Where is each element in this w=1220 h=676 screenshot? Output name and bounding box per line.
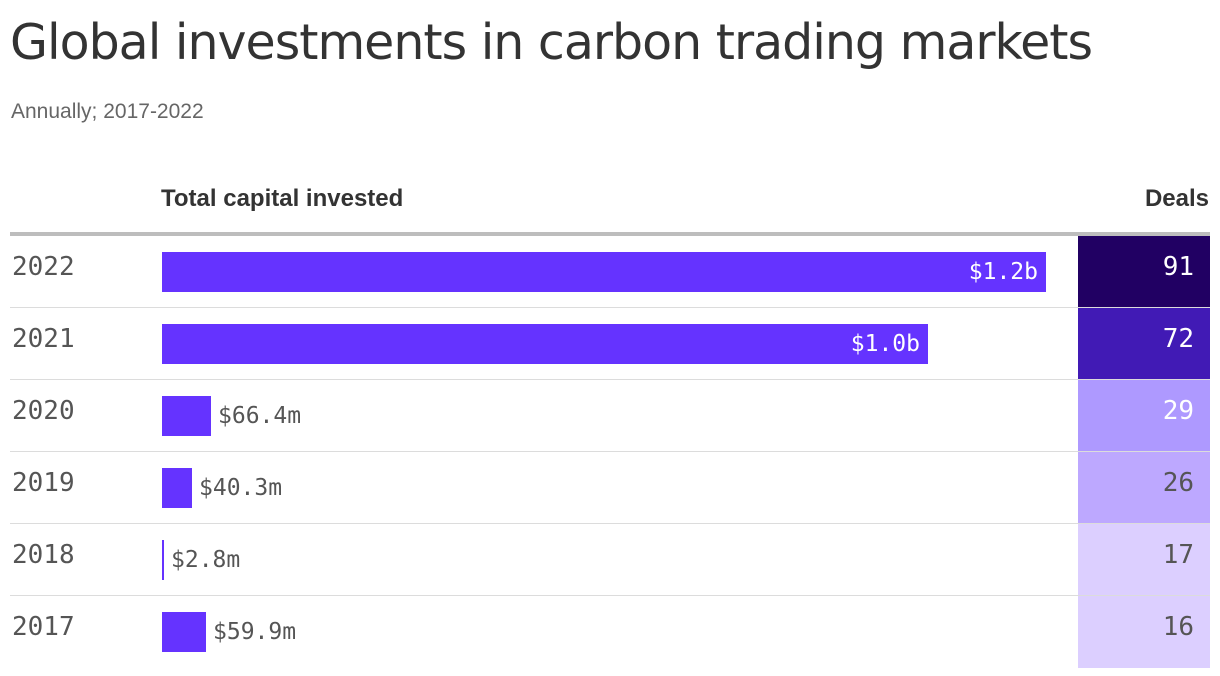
table-row: 2019 $40.3m 26 bbox=[10, 452, 1210, 524]
header-rule bbox=[10, 232, 1210, 236]
deals-value: 17 bbox=[1162, 540, 1194, 570]
deals-cell: 26 bbox=[1078, 452, 1210, 523]
year-label: 2018 bbox=[12, 540, 75, 570]
capital-column-header: Total capital invested bbox=[161, 185, 404, 212]
capital-value-label: $59.9m bbox=[213, 619, 297, 645]
capital-bar bbox=[162, 540, 164, 580]
deals-cell: 17 bbox=[1078, 524, 1210, 595]
deals-value: 16 bbox=[1162, 612, 1194, 642]
year-label: 2020 bbox=[12, 396, 75, 426]
year-label: 2019 bbox=[12, 468, 75, 498]
deals-cell: 91 bbox=[1078, 236, 1210, 307]
capital-bar bbox=[162, 252, 1046, 292]
table-row: 2018 $2.8m 17 bbox=[10, 524, 1210, 596]
year-label: 2021 bbox=[12, 324, 75, 354]
capital-bar bbox=[162, 468, 192, 508]
deals-cell: 29 bbox=[1078, 380, 1210, 451]
capital-value-label: $2.8m bbox=[171, 547, 241, 573]
chart-title: Global investments in carbon trading mar… bbox=[10, 14, 1093, 71]
deals-value: 29 bbox=[1162, 396, 1194, 426]
year-label: 2022 bbox=[12, 252, 75, 282]
deals-value: 72 bbox=[1162, 324, 1194, 354]
deals-value: 91 bbox=[1162, 252, 1194, 282]
year-label: 2017 bbox=[12, 612, 75, 642]
table-row: 2017 $59.9m 16 bbox=[10, 596, 1210, 668]
chart-subtitle: Annually; 2017-2022 bbox=[11, 100, 204, 123]
table-row: 2020 $66.4m 29 bbox=[10, 380, 1210, 452]
capital-bar bbox=[162, 396, 211, 436]
capital-value-label: $1.2b bbox=[968, 259, 1038, 285]
table-row: 2021 $1.0b 72 bbox=[10, 308, 1210, 380]
capital-value-label: $40.3m bbox=[199, 475, 283, 501]
capital-value-label: $1.0b bbox=[850, 331, 920, 357]
deals-cell: 16 bbox=[1078, 596, 1210, 668]
table-row: 2022 $1.2b 91 bbox=[10, 236, 1210, 308]
data-table: 2022 $1.2b 91 2021 $1.0b 72 2020 $66.4m 29 2019 $4… bbox=[10, 236, 1210, 668]
capital-bar bbox=[162, 324, 928, 364]
capital-value-label: $66.4m bbox=[218, 403, 302, 429]
deals-column-header: Deals bbox=[1144, 185, 1209, 212]
deals-value: 26 bbox=[1162, 468, 1194, 498]
capital-bar bbox=[162, 612, 206, 652]
deals-cell: 72 bbox=[1078, 308, 1210, 379]
